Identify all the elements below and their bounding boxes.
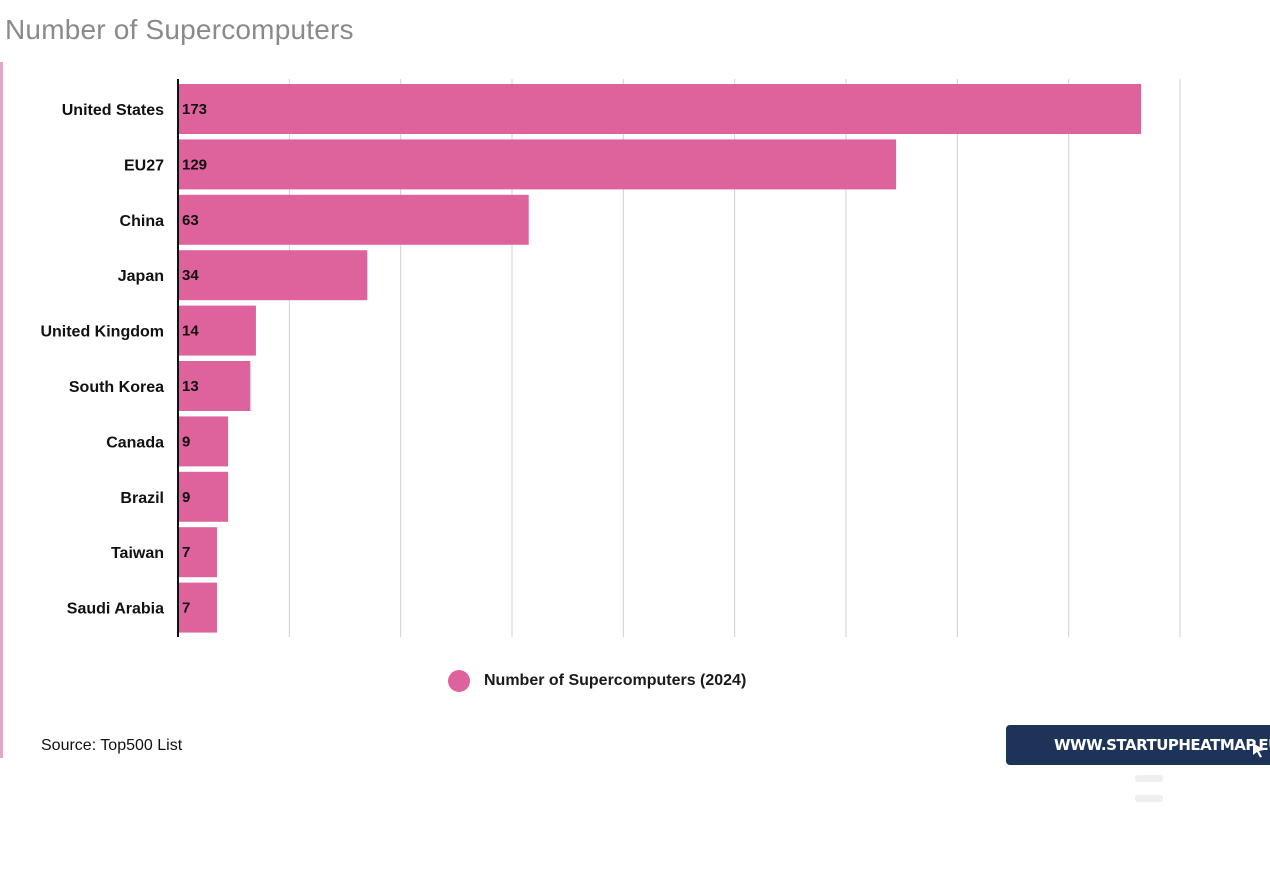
cursor-arrow-icon (1253, 743, 1264, 758)
category-label: South Korea (69, 379, 164, 396)
category-label: United Kingdom (40, 324, 164, 341)
bar (178, 139, 897, 190)
legend: Number of Supercomputers (2024) (448, 670, 746, 692)
data-label: 63 (182, 212, 199, 229)
bar (178, 305, 256, 356)
data-label: 9 (182, 489, 190, 506)
category-label: China (120, 213, 165, 230)
data-label: 9 (182, 433, 190, 450)
bar (178, 471, 229, 522)
bar (178, 250, 368, 301)
bar-chart: United States 173 EU27 129 China 63 Japan 34 Uni… (40, 79, 1181, 637)
category-label: Canada (106, 434, 164, 451)
data-label: 34 (182, 267, 199, 284)
data-label: 13 (182, 378, 199, 395)
data-label: 7 (182, 600, 190, 617)
legend-swatch (448, 670, 470, 692)
bar (178, 84, 1142, 134)
bar (178, 527, 217, 578)
category-label: EU27 (124, 157, 164, 174)
bar (178, 416, 229, 467)
category-label: United States (62, 102, 164, 119)
left-accent-rule (0, 62, 3, 758)
bar (178, 361, 251, 411)
chart-title: Number of Supercomputers (5, 14, 354, 45)
source-note: Source: Top500 List (41, 737, 183, 754)
category-label: Japan (118, 268, 164, 285)
category-label: Taiwan (111, 545, 164, 562)
category-label: Brazil (120, 490, 164, 507)
bar (178, 194, 529, 245)
data-label: 173 (182, 101, 207, 118)
data-label: 14 (182, 323, 199, 340)
category-label: Saudi Arabia (67, 601, 164, 618)
scroll-hint-bar-top (1135, 775, 1163, 782)
legend-label: Number of Supercomputers (2024) (484, 672, 747, 689)
data-label: 7 (182, 544, 190, 561)
scroll-hint-bar-bottom (1135, 795, 1163, 802)
data-label: 129 (182, 156, 207, 173)
website-badge-label: WWW.STARTUPHEATMAP.EU (1054, 736, 1270, 754)
website-badge-button[interactable]: WWW.STARTUPHEATMAP.EU (1006, 725, 1270, 765)
bar (178, 582, 217, 633)
